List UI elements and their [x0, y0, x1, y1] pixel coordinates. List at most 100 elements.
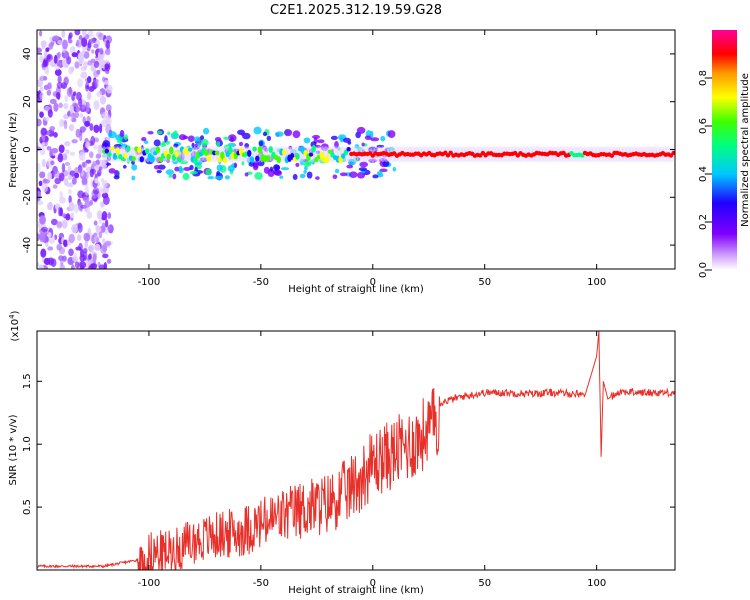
heatmap-cell [89, 168, 95, 178]
heatmap-cell [84, 239, 89, 249]
heatmap-cell [92, 187, 100, 195]
heatmap-cell [84, 200, 91, 208]
heatmap-cell [346, 164, 354, 169]
heatmap-cell [46, 54, 51, 60]
heatmap-cell [276, 156, 281, 164]
heatmap-cell [379, 168, 388, 173]
heatmap-cell [87, 91, 92, 100]
heatmap-cell [299, 173, 306, 179]
heatmap-cell [116, 138, 123, 144]
y-tick-label: -20 [22, 189, 33, 205]
heatmap-cell [193, 136, 201, 143]
heatmap-cell [98, 231, 103, 239]
heatmap-cell [83, 51, 90, 59]
heatmap-cell [303, 161, 312, 167]
heatmap-cell [93, 144, 98, 150]
heatmap-cell [57, 154, 64, 163]
y-tick-label: 0 [22, 146, 33, 152]
heatmap-cell [223, 136, 230, 140]
heatmap-cell [247, 149, 252, 157]
heatmap-cell [106, 162, 112, 166]
heatmap-cell [107, 212, 112, 219]
x-tick-label: 50 [478, 277, 491, 288]
heatmap-cell [159, 142, 166, 148]
heatmap-cell [74, 261, 80, 269]
heatmap-cell [77, 201, 83, 211]
heatmap-cell [167, 131, 171, 136]
heatmap-cell [131, 156, 136, 162]
heatmap-cell [104, 219, 109, 228]
heatmap-cell [56, 61, 62, 67]
heatmap-cell [75, 128, 81, 138]
heatmap-cell [93, 220, 98, 226]
heatmap-cell [86, 211, 93, 219]
heatmap-cell [64, 141, 71, 147]
heatmap-cell [74, 167, 79, 175]
heatmap-cell [98, 47, 104, 55]
heatmap-cell [101, 187, 107, 194]
colorbar-label: Normalized spectral amplitude [740, 73, 750, 227]
heatmap-cell [61, 162, 66, 173]
heatmap-cell [274, 164, 281, 171]
heatmap-cell [46, 89, 52, 96]
heatmap-cell [68, 66, 74, 75]
heatmap-cell [204, 150, 209, 156]
heatmap-cell [39, 30, 43, 37]
heatmap-cell [104, 48, 111, 56]
heatmap-cell [37, 109, 41, 114]
heatmap-cell [72, 102, 79, 108]
colorbar: 0.0 0.2 0.4 0.6 0.8 Normalized spectral ampl… [698, 30, 750, 278]
heatmap-cell [66, 87, 73, 97]
heatmap-cell [93, 100, 100, 111]
heatmap-cell [349, 171, 358, 178]
y-tick-label: 20 [22, 95, 33, 108]
heatmap-cell [143, 140, 149, 145]
heatmap-cell [268, 146, 273, 153]
colorbar-tick-label: 0.8 [698, 70, 709, 86]
heatmap-cell [104, 63, 110, 70]
heatmap-cell [165, 140, 170, 145]
heatmap-cell [74, 172, 80, 179]
heatmap-cell [52, 184, 58, 189]
heatmap-cell [56, 81, 63, 89]
heatmap-cell [99, 58, 107, 69]
heatmap-cell [91, 49, 95, 54]
heatmap-cell [77, 190, 84, 199]
heatmap-cell [47, 129, 55, 137]
heatmap-cell [60, 257, 64, 267]
heatmap-cell [315, 176, 320, 180]
heatmap-cell [37, 162, 41, 173]
heatmap-cell [89, 123, 94, 131]
x-tick-label: 0 [370, 578, 376, 589]
heatmap-cell [53, 132, 58, 138]
heatmap-cell [81, 161, 88, 169]
heatmap-cell [40, 226, 48, 232]
heatmap-cell [108, 168, 116, 174]
heatmap-cell [81, 127, 85, 133]
heatmap-cell [341, 153, 346, 159]
heatmap-cell [37, 262, 40, 268]
heatmap-cell [358, 167, 367, 172]
heatmap-cell [136, 146, 142, 154]
heatmap-cell [84, 185, 89, 196]
heatmap-cell [72, 91, 77, 97]
spectrogram-panel: -100 -50 0 50 100 -40 -20 0 20 40 Height of stra… [8, 29, 676, 295]
heatmap-cell [107, 131, 117, 139]
heatmap-cell [194, 143, 199, 148]
heatmap-cell [49, 98, 57, 104]
heatmap-cell [101, 179, 108, 188]
heatmap-cell [71, 52, 78, 58]
heatmap-cell [214, 175, 223, 180]
heatmap-cell [216, 171, 220, 176]
heatmap-cell [279, 175, 284, 179]
heatmap-cell [99, 95, 107, 105]
heatmap-cell [37, 233, 41, 242]
heatmap-cell [98, 217, 102, 224]
x-tick-label: 100 [587, 277, 606, 288]
heatmap-cell [123, 164, 127, 169]
heatmap-cell [123, 134, 128, 141]
heatmap-cell [93, 79, 99, 84]
heatmap-cell [78, 151, 86, 161]
heatmap-cell [64, 161, 71, 166]
heatmap-cell [178, 165, 183, 172]
